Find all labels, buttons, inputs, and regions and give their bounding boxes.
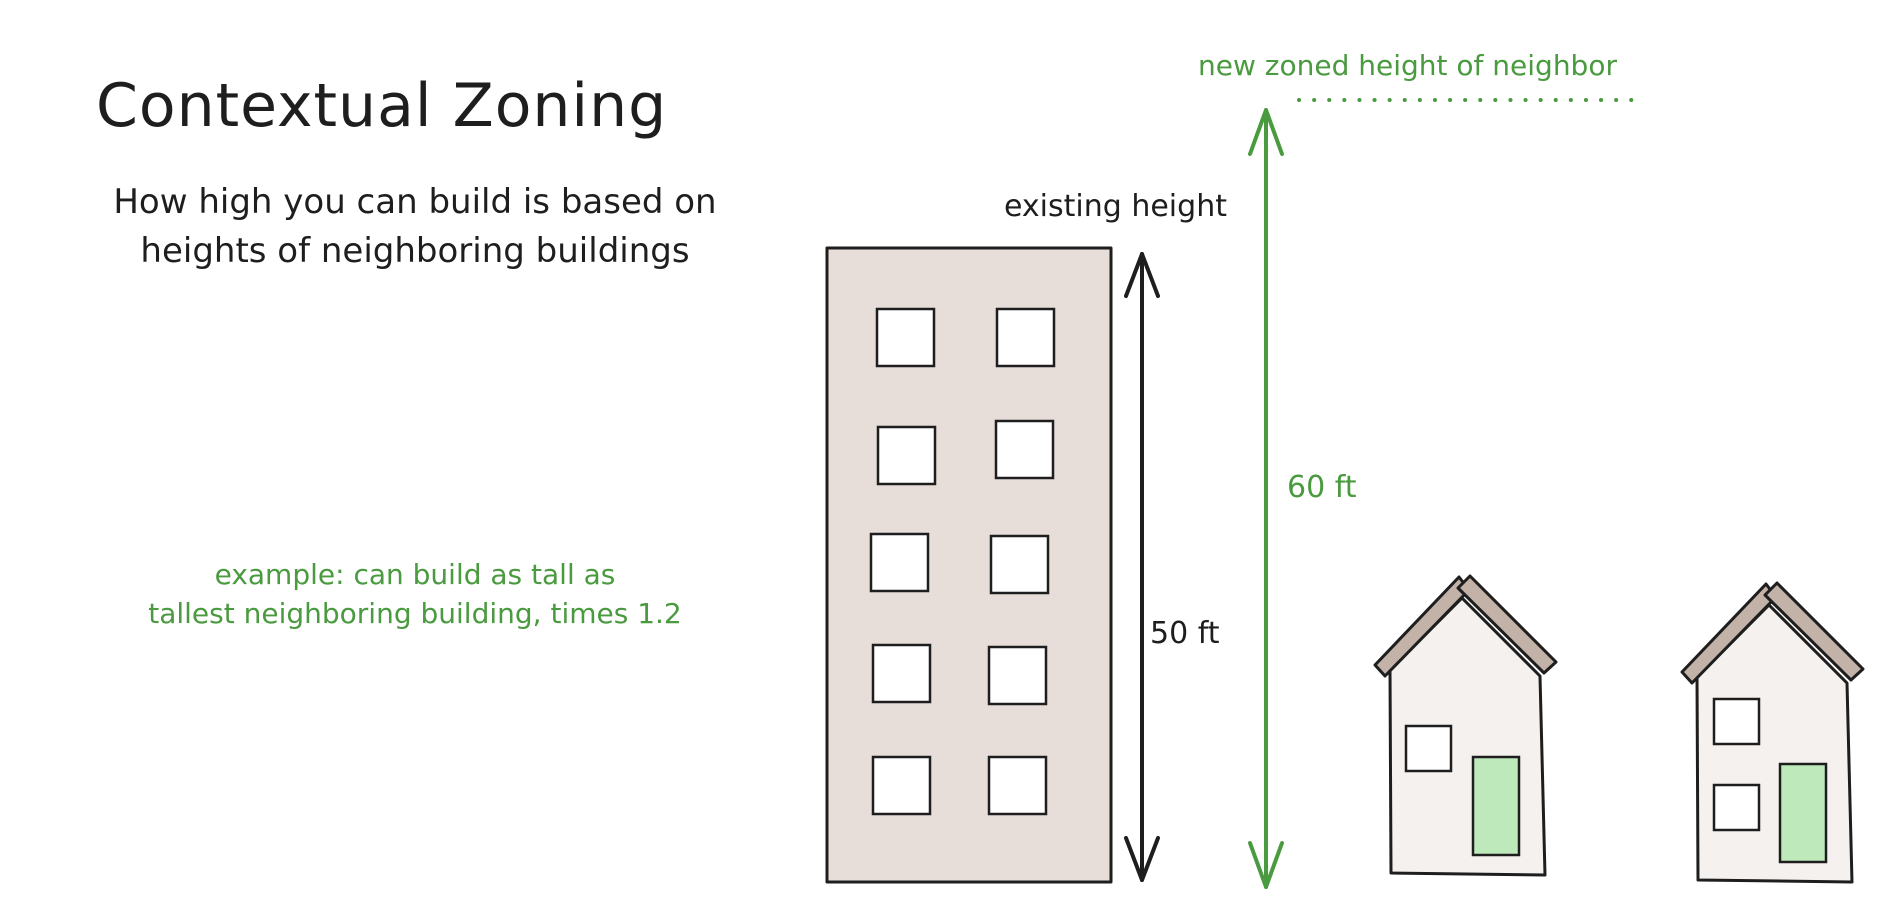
building-window [875,307,936,368]
example-line: tallest neighboring building, times 1.2 [148,597,682,631]
building-window [876,425,937,486]
diagram-title: Contextual Zoning [96,71,668,141]
zoned-height-value: 60 ft [1287,470,1357,505]
building-window [871,755,932,816]
house-roof-right [1456,574,1558,675]
building-window [987,755,1048,816]
building-body [825,246,1113,884]
existing-height-value: 50 ft [1150,616,1220,651]
subtitle-line: heights of neighboring buildings [140,231,690,272]
house-window [1712,697,1761,746]
building-window [994,419,1055,480]
building-window [871,643,932,704]
building-window [869,532,930,593]
house-window [1404,724,1453,773]
house-roof-right [1763,581,1865,682]
building-windows [869,307,1056,816]
apartment-building [825,246,1113,884]
example-line: example: can build as tall as [214,558,616,591]
existing-height-arrow [1124,252,1160,882]
house-1 [1373,574,1558,877]
house-2 [1680,581,1865,884]
existing-height-label: existing height [1004,189,1227,224]
building-window [987,645,1048,706]
diagram-subtitle: How high you can build is based on heigh… [70,178,760,277]
example-note: example: can build as tall as tallest ne… [110,555,720,633]
subtitle-line: How high you can build is based on [113,182,717,222]
house-window [1712,783,1761,832]
new-zoned-height-label: new zoned height of neighbor [1198,49,1617,82]
house-door [1471,755,1521,857]
building-window [995,307,1056,368]
zoned-height-arrow [1248,108,1284,889]
building-window [989,534,1050,595]
house-door [1778,762,1828,864]
